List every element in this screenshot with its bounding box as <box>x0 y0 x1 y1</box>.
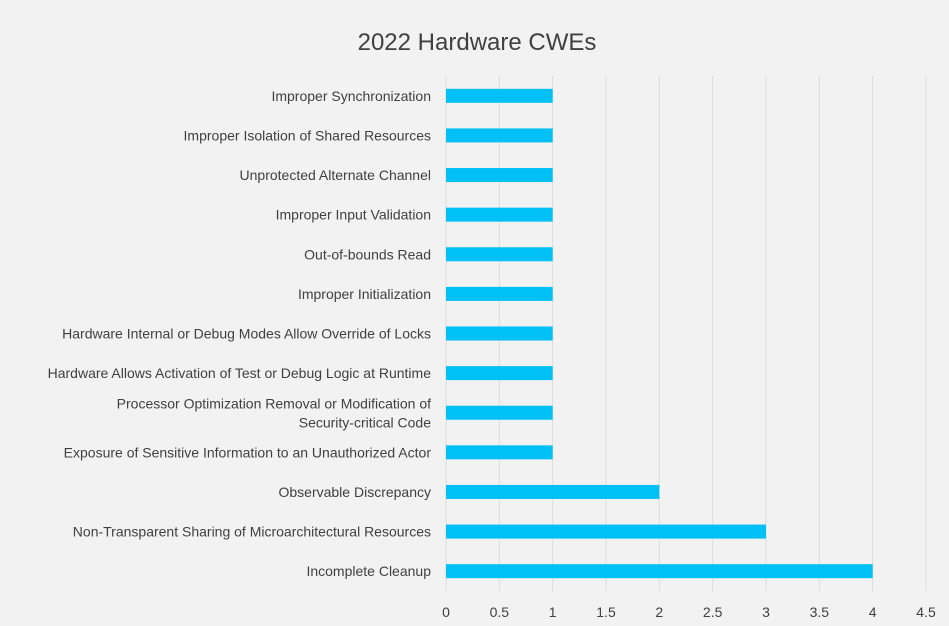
category-label: Incomplete Cleanup <box>306 563 431 579</box>
x-tick-label: 3.5 <box>810 604 830 620</box>
chart-title: 2022 Hardware CWEs <box>358 29 597 56</box>
bar <box>446 88 553 103</box>
category-label: Improper Isolation of Shared Resources <box>184 127 431 143</box>
bar <box>446 524 766 539</box>
x-tick-label: 2 <box>655 604 663 620</box>
bar <box>446 405 553 420</box>
bar <box>446 445 553 460</box>
bar <box>446 564 873 579</box>
bar <box>446 484 660 499</box>
category-label: Hardware Allows Activation of Test or De… <box>48 365 432 381</box>
category-label: Non-Transparent Sharing of Microarchitec… <box>73 524 431 540</box>
category-label: Observable Discrepancy <box>278 484 431 500</box>
x-tick-label: 2.5 <box>703 604 723 620</box>
bar <box>446 207 553 222</box>
category-labels: Improper Synchronization Improper Isolati… <box>48 88 432 579</box>
x-tick-label: 1.5 <box>596 604 616 620</box>
category-label: Processor Optimization Removal or Modifi… <box>117 396 432 431</box>
category-label: Hardware Internal or Debug Modes Allow O… <box>62 326 431 342</box>
category-label: Improper Synchronization <box>271 88 431 104</box>
bar <box>446 168 553 183</box>
x-tick-label: 1 <box>549 604 557 620</box>
bar <box>446 247 553 262</box>
category-label: Unprotected Alternate Channel <box>240 167 431 183</box>
category-label: Exposure of Sensitive Information to an … <box>64 444 432 460</box>
bar <box>446 326 553 341</box>
gridlines <box>445 76 927 591</box>
x-tick-label: 0 <box>442 604 450 620</box>
category-label: Improper Initialization <box>298 286 431 302</box>
x-tick-label: 4 <box>869 604 877 620</box>
bar <box>446 286 553 301</box>
bars <box>446 88 873 579</box>
bar <box>446 366 553 381</box>
category-label: Out-of-bounds Read <box>304 246 431 262</box>
x-tick-label: 3 <box>762 604 770 620</box>
x-axis-ticks: 0 0.5 1 1.5 2 2.5 3 3.5 4 4.5 <box>442 604 936 620</box>
bar <box>446 128 553 143</box>
category-label: Improper Input Validation <box>276 207 431 223</box>
x-tick-label: 0.5 <box>490 604 510 620</box>
x-tick-label: 4.5 <box>916 604 936 620</box>
